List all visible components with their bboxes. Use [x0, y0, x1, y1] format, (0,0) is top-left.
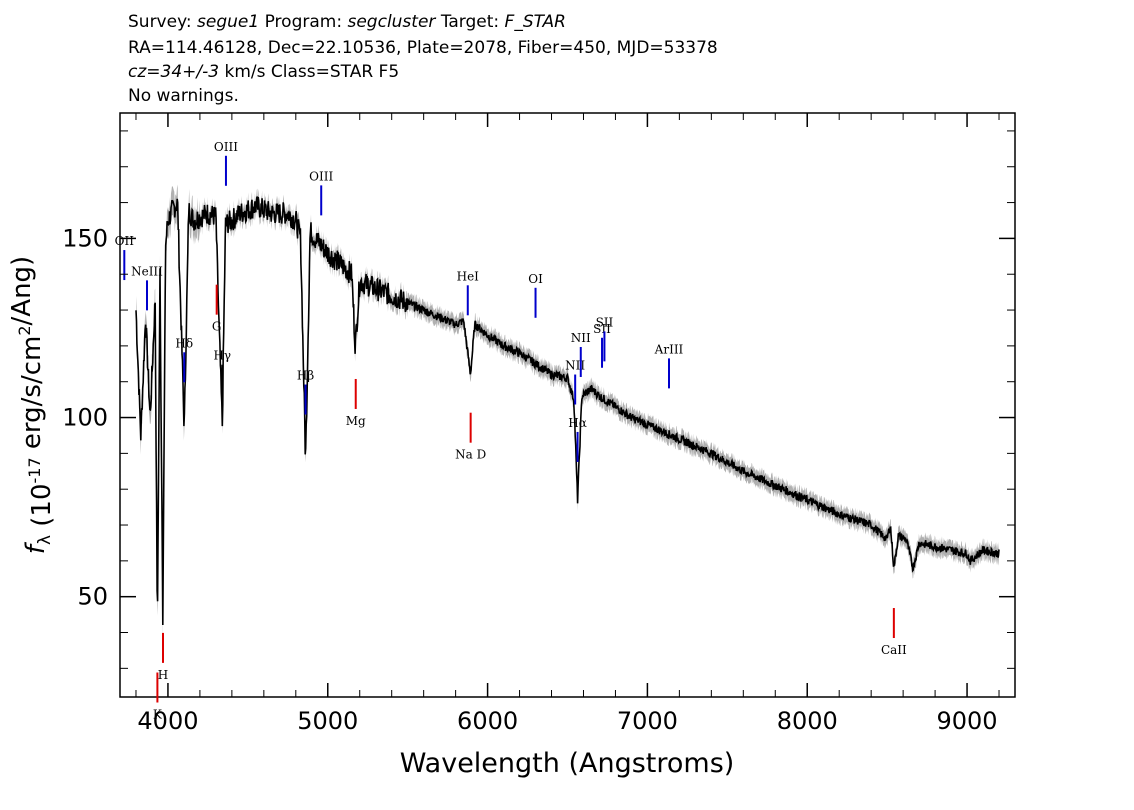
header-line-1: Survey: segue1 Program: segcluster Targe… — [128, 13, 566, 32]
spectral-line-label: G — [212, 320, 222, 334]
survey-value: segue1 — [197, 12, 260, 32]
x-tick-label: 7000 — [617, 707, 678, 735]
spectral-line-label: Mg — [346, 414, 366, 428]
header-line-2: RA=114.46128, Dec=22.10536, Plate=2078, … — [128, 38, 718, 58]
flux-series-line — [135, 196, 1000, 626]
spectral-line-label: SII — [593, 322, 611, 336]
spectral-line-label: HeI — [457, 269, 480, 283]
spectral-line-label: K — [153, 708, 163, 722]
y-axis-label-text: fλ (10-17 erg/s/cm2/Ang) — [7, 256, 57, 554]
y-axis-label: fλ (10-17 erg/s/cm2/Ang) — [7, 256, 57, 554]
x-tick-label: 5000 — [297, 707, 358, 735]
x-tick-label: 8000 — [777, 707, 838, 735]
x-tick-label: 6000 — [457, 707, 518, 735]
spectral-line-label: NII — [565, 359, 585, 373]
y-tick-label: 100 — [62, 404, 108, 432]
x-tick-label: 4000 — [137, 707, 198, 735]
target-value: F_STAR — [504, 12, 566, 32]
spectral-line-label: NeIII — [131, 264, 163, 278]
spectral-line-label: Na D — [455, 448, 486, 462]
program-label: Program: — [264, 12, 343, 32]
program-value: segcluster — [347, 12, 436, 32]
header-line-3: cz=34+/-3 km/s Class=STAR F5 — [128, 63, 399, 82]
spectral-line-label: Hγ — [213, 349, 231, 363]
spectral-line-label: SII — [596, 315, 614, 329]
spectral-line-label: Hβ — [297, 369, 314, 383]
spectral-line-label: OIII — [309, 169, 333, 183]
spectral-line-label: Hδ — [175, 336, 193, 350]
spectral-line-label: NII — [571, 331, 591, 345]
spectral-line-label: OII — [115, 234, 135, 248]
spectral-line-label: Hα — [568, 416, 587, 430]
spectral-line-label: OIII — [214, 140, 238, 154]
class-text: km/s Class=STAR F5 — [224, 62, 400, 82]
header-line-4: No warnings. — [128, 86, 239, 106]
spectral-line-label: H — [158, 668, 168, 682]
target-label: Target: — [440, 12, 500, 32]
flux-error-band — [136, 184, 999, 640]
spectral-line-label: CaII — [881, 643, 907, 657]
survey-label: Survey: — [128, 12, 192, 32]
y-tick-label: 50 — [77, 583, 108, 611]
spectral-line-label: ArIII — [654, 342, 684, 356]
y-tick-label: 150 — [62, 224, 108, 252]
plot-frame — [119, 112, 1016, 698]
redshift-value: cz=34+/-3 — [128, 62, 220, 82]
x-tick-label: 9000 — [937, 707, 998, 735]
spectral-line-label: OI — [528, 272, 543, 286]
x-axis-label: Wavelength (Angstroms) — [400, 748, 735, 779]
